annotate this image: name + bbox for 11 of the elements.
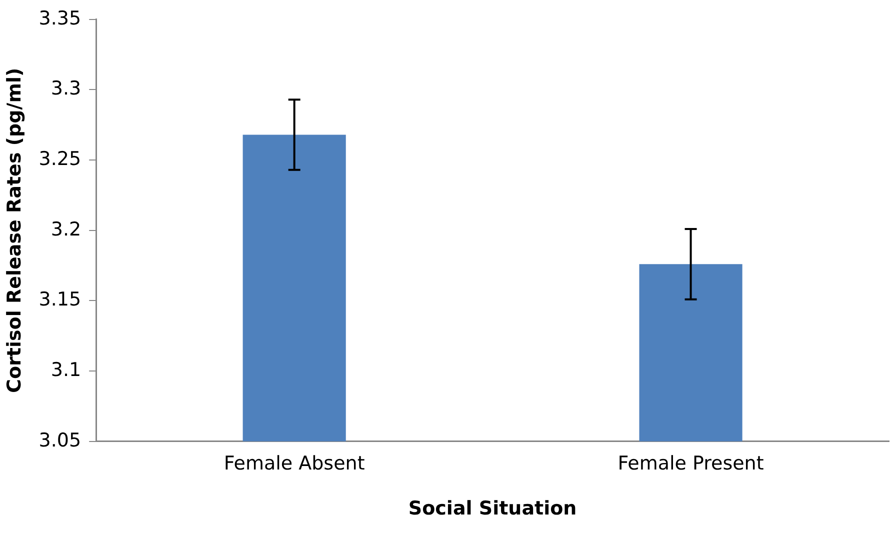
y-tick-label: 3.25 xyxy=(38,148,82,170)
y-tick-label: 3.3 xyxy=(50,78,82,100)
y-tick-label: 3.35 xyxy=(38,7,82,30)
y-tick-label: 3.05 xyxy=(38,429,82,452)
x-tick-label: Female Present xyxy=(618,452,764,475)
y-axis-title: Cortisol Release Rates (pg/ml) xyxy=(3,68,26,393)
y-tick-label: 3.2 xyxy=(50,218,82,240)
x-tick-label: Female Absent xyxy=(224,452,365,475)
y-tick-label: 3.1 xyxy=(50,359,82,382)
x-axis-title: Social Situation xyxy=(408,498,577,520)
y-tick-label: 3.15 xyxy=(38,288,82,311)
